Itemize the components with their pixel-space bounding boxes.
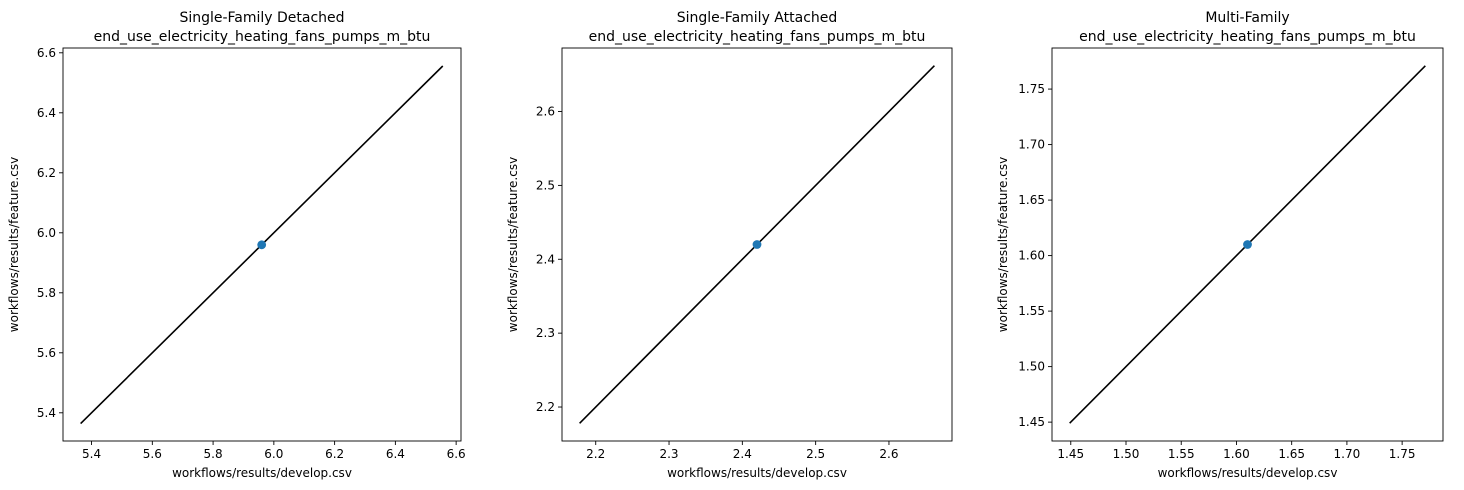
y-tick-label: 1.60 <box>1018 249 1045 263</box>
subplot-3: Multi-Family end_use_electricity_heating_… <box>996 10 1444 480</box>
y-tick-label: 1.45 <box>1018 415 1045 429</box>
chart-title-line: end_use_electricity_heating_fans_pumps_m… <box>589 29 926 45</box>
plot-frame <box>1051 47 1444 442</box>
y-tick-label: 2.2 <box>536 400 555 414</box>
x-tick-label: 6.0 <box>264 447 283 461</box>
y-tick-label: 5.4 <box>37 406 56 420</box>
chart-title-line: Single-Family Detached <box>179 10 344 26</box>
y-tick-label: 6.6 <box>37 46 56 60</box>
y-tick-label: 1.55 <box>1018 304 1045 318</box>
subplot-2: Single-Family Attached end_use_electricit… <box>506 10 953 480</box>
y-tick-label: 2.5 <box>536 178 555 192</box>
plot-frame <box>561 47 953 442</box>
x-tick-label: 2.6 <box>879 447 898 461</box>
x-tick-label: 5.6 <box>143 447 162 461</box>
x-tick-label: 1.65 <box>1278 447 1305 461</box>
x-tick-label: 1.60 <box>1223 447 1250 461</box>
y-axis-label: workflows/results/feature.csv <box>7 157 21 332</box>
chart-title-line: end_use_electricity_heating_fans_pumps_m… <box>1079 29 1416 45</box>
x-axis-label: workflows/results/develop.csv <box>172 466 352 480</box>
plot-frame <box>62 47 462 442</box>
x-tick-label: 5.4 <box>82 447 101 461</box>
x-tick-label: 2.5 <box>806 447 825 461</box>
chart-title-line: Multi-Family <box>1205 10 1289 26</box>
y-tick-label: 2.4 <box>536 252 555 266</box>
x-axis-label: workflows/results/develop.csv <box>667 466 847 480</box>
y-tick-label: 5.6 <box>37 346 56 360</box>
x-tick-label: 5.8 <box>204 447 223 461</box>
x-tick-label: 2.3 <box>659 447 678 461</box>
x-tick-label: 1.70 <box>1334 447 1361 461</box>
y-tick-label: 6.4 <box>37 106 56 120</box>
y-tick-label: 2.6 <box>536 105 555 119</box>
y-tick-label: 2.3 <box>536 326 555 340</box>
chart-title-line: end_use_electricity_heating_fans_pumps_m… <box>94 29 431 45</box>
x-tick-label: 2.2 <box>586 447 605 461</box>
y-tick-label: 5.8 <box>37 286 56 300</box>
y-tick-label: 1.65 <box>1018 193 1045 207</box>
x-tick-label: 2.4 <box>733 447 752 461</box>
y-tick-label: 1.75 <box>1018 82 1045 96</box>
x-tick-label: 6.6 <box>447 447 466 461</box>
data-point <box>752 240 762 249</box>
x-tick-label: 1.75 <box>1389 447 1416 461</box>
subplot-1: Single-Family Detached end_use_electricit… <box>7 10 466 480</box>
data-point <box>257 240 267 250</box>
chart-title-line: Single-Family Attached <box>677 10 838 26</box>
y-axis-label: workflows/results/feature.csv <box>506 157 520 332</box>
y-tick-label: 6.0 <box>37 226 56 240</box>
x-tick-label: 1.55 <box>1168 447 1195 461</box>
x-tick-label: 6.4 <box>386 447 405 461</box>
x-axis-label: workflows/results/develop.csv <box>1158 466 1338 480</box>
y-tick-label: 1.70 <box>1018 138 1045 152</box>
y-tick-label: 1.50 <box>1018 360 1045 374</box>
x-tick-label: 1.45 <box>1057 447 1084 461</box>
x-tick-label: 6.2 <box>325 447 344 461</box>
y-axis-label: workflows/results/feature.csv <box>996 157 1010 332</box>
data-point <box>1243 240 1252 249</box>
y-tick-label: 6.2 <box>37 166 56 180</box>
x-tick-label: 1.50 <box>1113 447 1140 461</box>
